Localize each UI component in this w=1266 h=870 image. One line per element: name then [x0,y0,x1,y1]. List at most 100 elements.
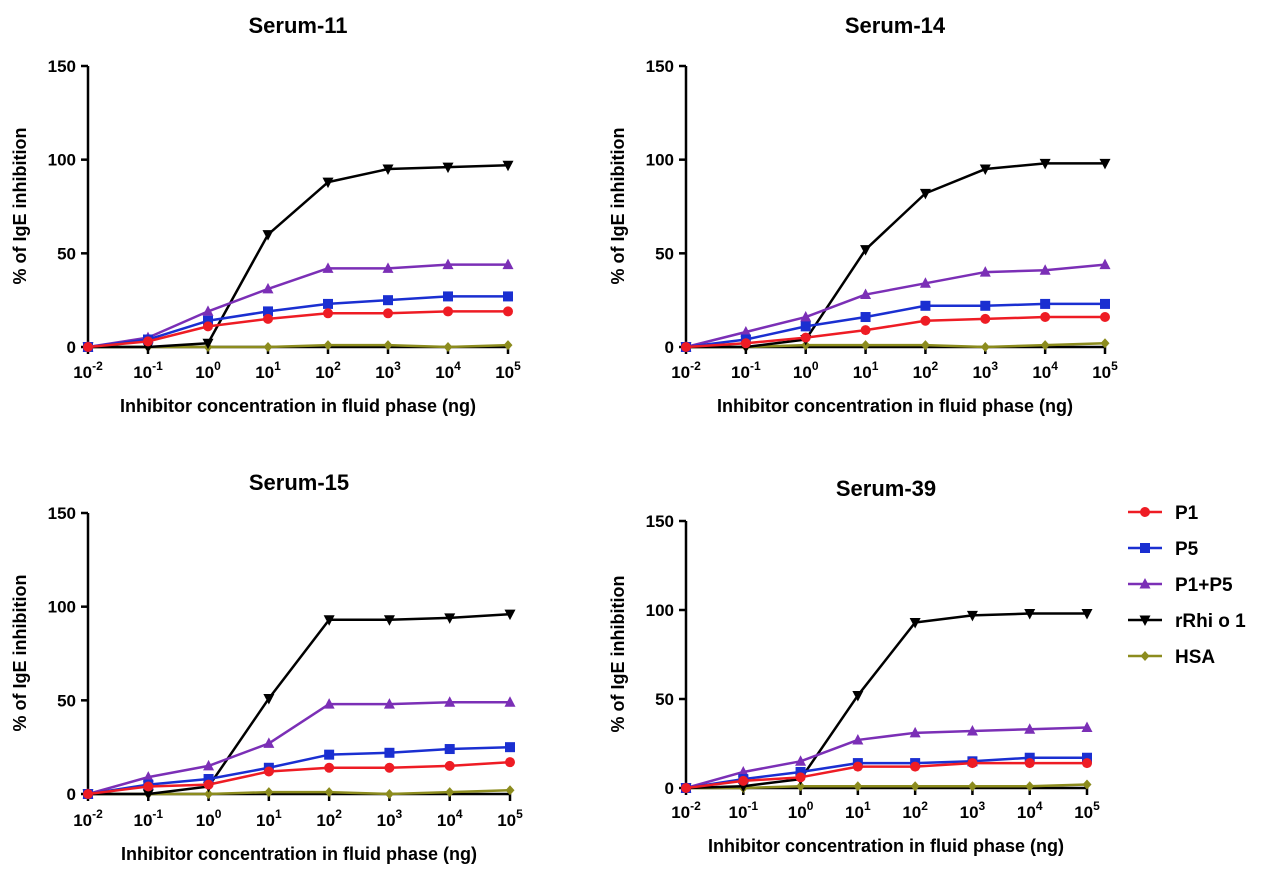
y-tick-label: 0 [665,338,674,357]
data-point-rrhi-o-1 [142,789,154,800]
data-point-rrhi-o-1 [504,609,516,621]
x-tick-label: 103 [960,799,986,822]
data-point-hsa [443,342,453,352]
data-point-p1 [740,338,751,349]
data-point-rrhi-o-1 [382,164,394,176]
data-point-p1 [681,342,691,352]
series-line-p5 [685,302,1105,349]
y-tick-label: 150 [48,57,76,76]
x-axis-label: Inhibitor concentration in fluid phase (… [120,396,476,416]
data-point-p5 [800,321,811,332]
data-point-hsa [967,781,977,792]
data-point-p5 [203,774,214,785]
x-tick-label: 10-1 [133,359,163,382]
series-line-p1-p5 [685,726,1088,790]
data-point-p1-p5 [1039,264,1051,275]
data-point-p1 [203,321,213,332]
data-point-p1 [1040,312,1051,323]
x-tick-label: 103 [375,359,401,382]
series-line-rrhi-o-1 [88,164,509,349]
legend-label: P5 [1175,539,1199,560]
data-point-p1 [83,342,93,352]
data-point-p1-p5 [203,759,215,771]
data-point-p1 [83,789,93,799]
x-tick-label: 104 [437,807,463,830]
data-point-p1-p5 [795,755,807,766]
data-point-hsa [1082,779,1092,790]
legend: P1 P5 P1+P5 rRhi o 1 HSA [1128,503,1246,668]
series-line-p1-p5 [685,263,1106,349]
series-rrhi-o-1 [680,158,1111,353]
series-rrhi-o-1 [82,160,514,353]
x-tick-label: 10-1 [728,799,758,822]
y-axis-label: % of IgE inhibition [10,575,30,732]
data-point-hsa [503,340,513,351]
x-axis-label: Inhibitor concentration in fluid phase (… [121,844,477,864]
data-point-rrhi-o-1 [442,162,454,174]
legend-entry-p1: P1 [1128,503,1199,524]
x-tick-label: 103 [377,807,403,830]
x-tick-label: 101 [853,359,879,382]
x-tick-label: 100 [788,799,814,822]
data-point-hsa [1025,781,1035,792]
data-point-rrhi-o-1 [909,617,921,629]
y-tick-label: 50 [57,691,76,710]
data-point-rrhi-o-1 [1024,609,1036,620]
x-tick-label: 105 [497,807,523,830]
data-point-rrhi-o-1 [860,245,872,256]
data-point-hsa [920,340,930,351]
data-point-hsa [505,785,515,796]
data-point-p5 [860,312,871,323]
data-point-p1-p5 [382,262,394,273]
data-point-p5 [443,291,453,302]
data-point-p5 [384,747,395,758]
data-point-p1-p5 [740,326,752,337]
data-point-rrhi-o-1 [1081,609,1093,620]
data-point-p1-p5 [502,258,514,270]
x-tick-label: 105 [495,359,521,382]
legend-marker-hsa [1140,651,1150,661]
data-point-p1-p5 [444,696,456,707]
x-tick-label: 102 [315,359,341,382]
data-point-p1-p5 [852,733,864,745]
data-point-rrhi-o-1 [323,615,335,626]
y-tick-label: 0 [67,338,76,357]
x-tick-label: 104 [435,359,461,382]
data-point-p1 [910,761,921,772]
data-point-p1 [503,306,513,317]
x-tick-label: 10-1 [731,359,761,382]
data-point-p1 [143,781,154,792]
y-axis-label: % of IgE inhibition [608,576,628,733]
data-point-p1 [795,772,806,783]
data-point-rrhi-o-1 [1099,158,1111,170]
data-point-p5 [503,291,513,302]
chart-panel-2: Serum-14 0 50 100 150 10-2 10-1 100 101 102 103 104… [608,13,1118,416]
data-point-rrhi-o-1 [322,177,334,189]
legend-marker-p1-p5 [1139,578,1151,589]
data-point-p1-p5 [323,698,335,709]
data-point-hsa [1100,338,1110,349]
data-point-rrhi-o-1 [502,160,514,172]
y-tick-label: 50 [57,244,76,263]
chart-panel-3: Serum-15 0 50 100 150 10-2 10-1 100 101 102 103 104… [10,470,523,864]
series-p1 [83,306,513,352]
data-point-p1 [263,313,273,324]
data-point-p5 [263,306,273,317]
series-line-rrhi-o-1 [685,612,1087,790]
series-p1 [681,312,1110,352]
data-point-p1 [323,308,333,319]
data-point-p1 [384,762,395,773]
data-point-p1 [920,315,931,326]
data-point-p1-p5 [800,311,812,322]
data-point-rrhi-o-1 [1039,158,1051,170]
data-point-p1-p5 [860,288,872,300]
legend-entry-p1-p5: P1+P5 [1128,575,1233,596]
data-point-p5 [444,744,455,755]
data-point-hsa [910,781,920,792]
data-point-hsa [383,340,393,351]
y-tick-label: 0 [665,779,674,798]
x-tick-label: 104 [1032,359,1058,382]
series-line-p1 [87,310,508,349]
legend-entry-p5: P5 [1128,539,1199,560]
